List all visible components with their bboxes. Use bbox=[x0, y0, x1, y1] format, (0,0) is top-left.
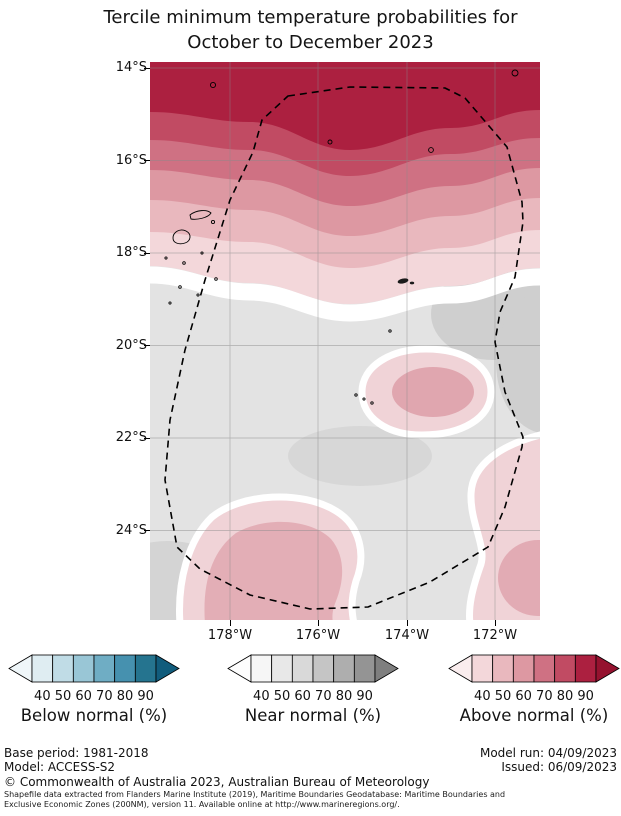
island-outlines bbox=[164, 69, 519, 405]
legend-ticks-below-normal: 40 50 60 70 80 90 bbox=[8, 688, 180, 705]
legend-tick-label: 70 bbox=[315, 689, 332, 704]
lat-tick-label: 18°S bbox=[115, 245, 147, 260]
lat-tick-label: 16°S bbox=[115, 152, 147, 168]
legend-tick-label: 80 bbox=[556, 689, 574, 704]
lat-tick-label: 20°S bbox=[115, 337, 147, 353]
legend-tick-label: 70 bbox=[536, 689, 553, 704]
copyright-text: © Commonwealth of Australia 2023, Austra… bbox=[4, 775, 430, 789]
legend-tick-label: 90 bbox=[577, 689, 594, 704]
lat-tick-label: 24°S bbox=[115, 522, 147, 538]
legend-below-normal: 40 50 60 70 80 90 Below normal (%) bbox=[8, 654, 180, 725]
attribution-line2: Exclusive Economic Zones (200NM), versio… bbox=[4, 799, 400, 809]
lat-tick-label: 14°S bbox=[115, 60, 147, 75]
legend-tick-label: 80 bbox=[335, 689, 353, 704]
eez-boundary-dashed bbox=[164, 86, 524, 610]
lon-tick-mark bbox=[317, 620, 319, 626]
legend-tick-label: 90 bbox=[356, 689, 373, 704]
title-line1: Tercile minimum temperature probabilitie… bbox=[103, 7, 518, 28]
lat-tick-label: 22°S bbox=[115, 430, 147, 445]
legend-tick-label: 40 bbox=[34, 689, 51, 704]
legend-tick-label: 60 bbox=[75, 689, 92, 704]
legend-ticks-near-normal: 40 50 60 70 80 90 bbox=[227, 688, 399, 705]
lon-tick-mark bbox=[229, 620, 231, 626]
legend-tick-label: 40 bbox=[474, 689, 491, 704]
lon-tick-label: 176°W bbox=[295, 628, 341, 643]
legend-label-below-normal: Below normal (%) bbox=[20, 706, 168, 725]
lon-tick-mark bbox=[494, 620, 496, 626]
legend-above-normal: 40 50 60 70 80 90 Above normal (%) bbox=[448, 654, 620, 725]
legend-tick-label: 50 bbox=[494, 689, 512, 704]
base-period-text: Base period: 1981-2018 bbox=[4, 746, 149, 760]
issued-text: Issued: 06/09/2023 bbox=[501, 760, 617, 774]
legend-tick-label: 80 bbox=[116, 689, 134, 704]
model-text: Model: ACCESS-S2 bbox=[4, 760, 116, 774]
title-line2: October to December 2023 bbox=[187, 32, 434, 53]
legend-colorbar-above-normal bbox=[448, 654, 620, 683]
legend-label-near-normal: Near normal (%) bbox=[244, 706, 382, 725]
legend-tick-label: 60 bbox=[294, 689, 311, 704]
map-svg bbox=[90, 62, 600, 653]
lon-tick-label: 178°W bbox=[207, 628, 253, 643]
map bbox=[90, 62, 600, 653]
legend-tick-label: 40 bbox=[253, 689, 270, 704]
model-run-text: Model run: 04/09/2023 bbox=[479, 746, 617, 760]
legend-near-normal: 40 50 60 70 80 90 Near normal (%) bbox=[227, 654, 399, 725]
attribution-line1: Shapefile data extracted from Flanders M… bbox=[4, 790, 506, 799]
grid-lines bbox=[150, 62, 540, 620]
legend-label-above-normal: Above normal (%) bbox=[459, 706, 609, 725]
page-title: Tercile minimum temperature probabilitie… bbox=[0, 5, 621, 55]
above-normal-contour-bands bbox=[150, 62, 540, 304]
legend-tick-label: 90 bbox=[137, 689, 154, 704]
white-separation-band bbox=[149, 266, 541, 322]
lon-tick-label: 172°W bbox=[472, 628, 518, 643]
legend-ticks-above-normal: 40 50 60 70 80 90 bbox=[448, 688, 620, 705]
lon-tick-label: 174°W bbox=[384, 628, 430, 643]
legend-colorbar-below-normal bbox=[8, 654, 180, 683]
legend-tick-label: 70 bbox=[96, 689, 113, 704]
lon-tick-mark bbox=[406, 620, 408, 626]
legend-tick-label: 50 bbox=[273, 689, 291, 704]
legend-tick-label: 60 bbox=[515, 689, 532, 704]
island-filled-shapes bbox=[397, 278, 415, 285]
legend-colorbar-near-normal bbox=[227, 654, 399, 683]
legend-tick-label: 50 bbox=[54, 689, 72, 704]
